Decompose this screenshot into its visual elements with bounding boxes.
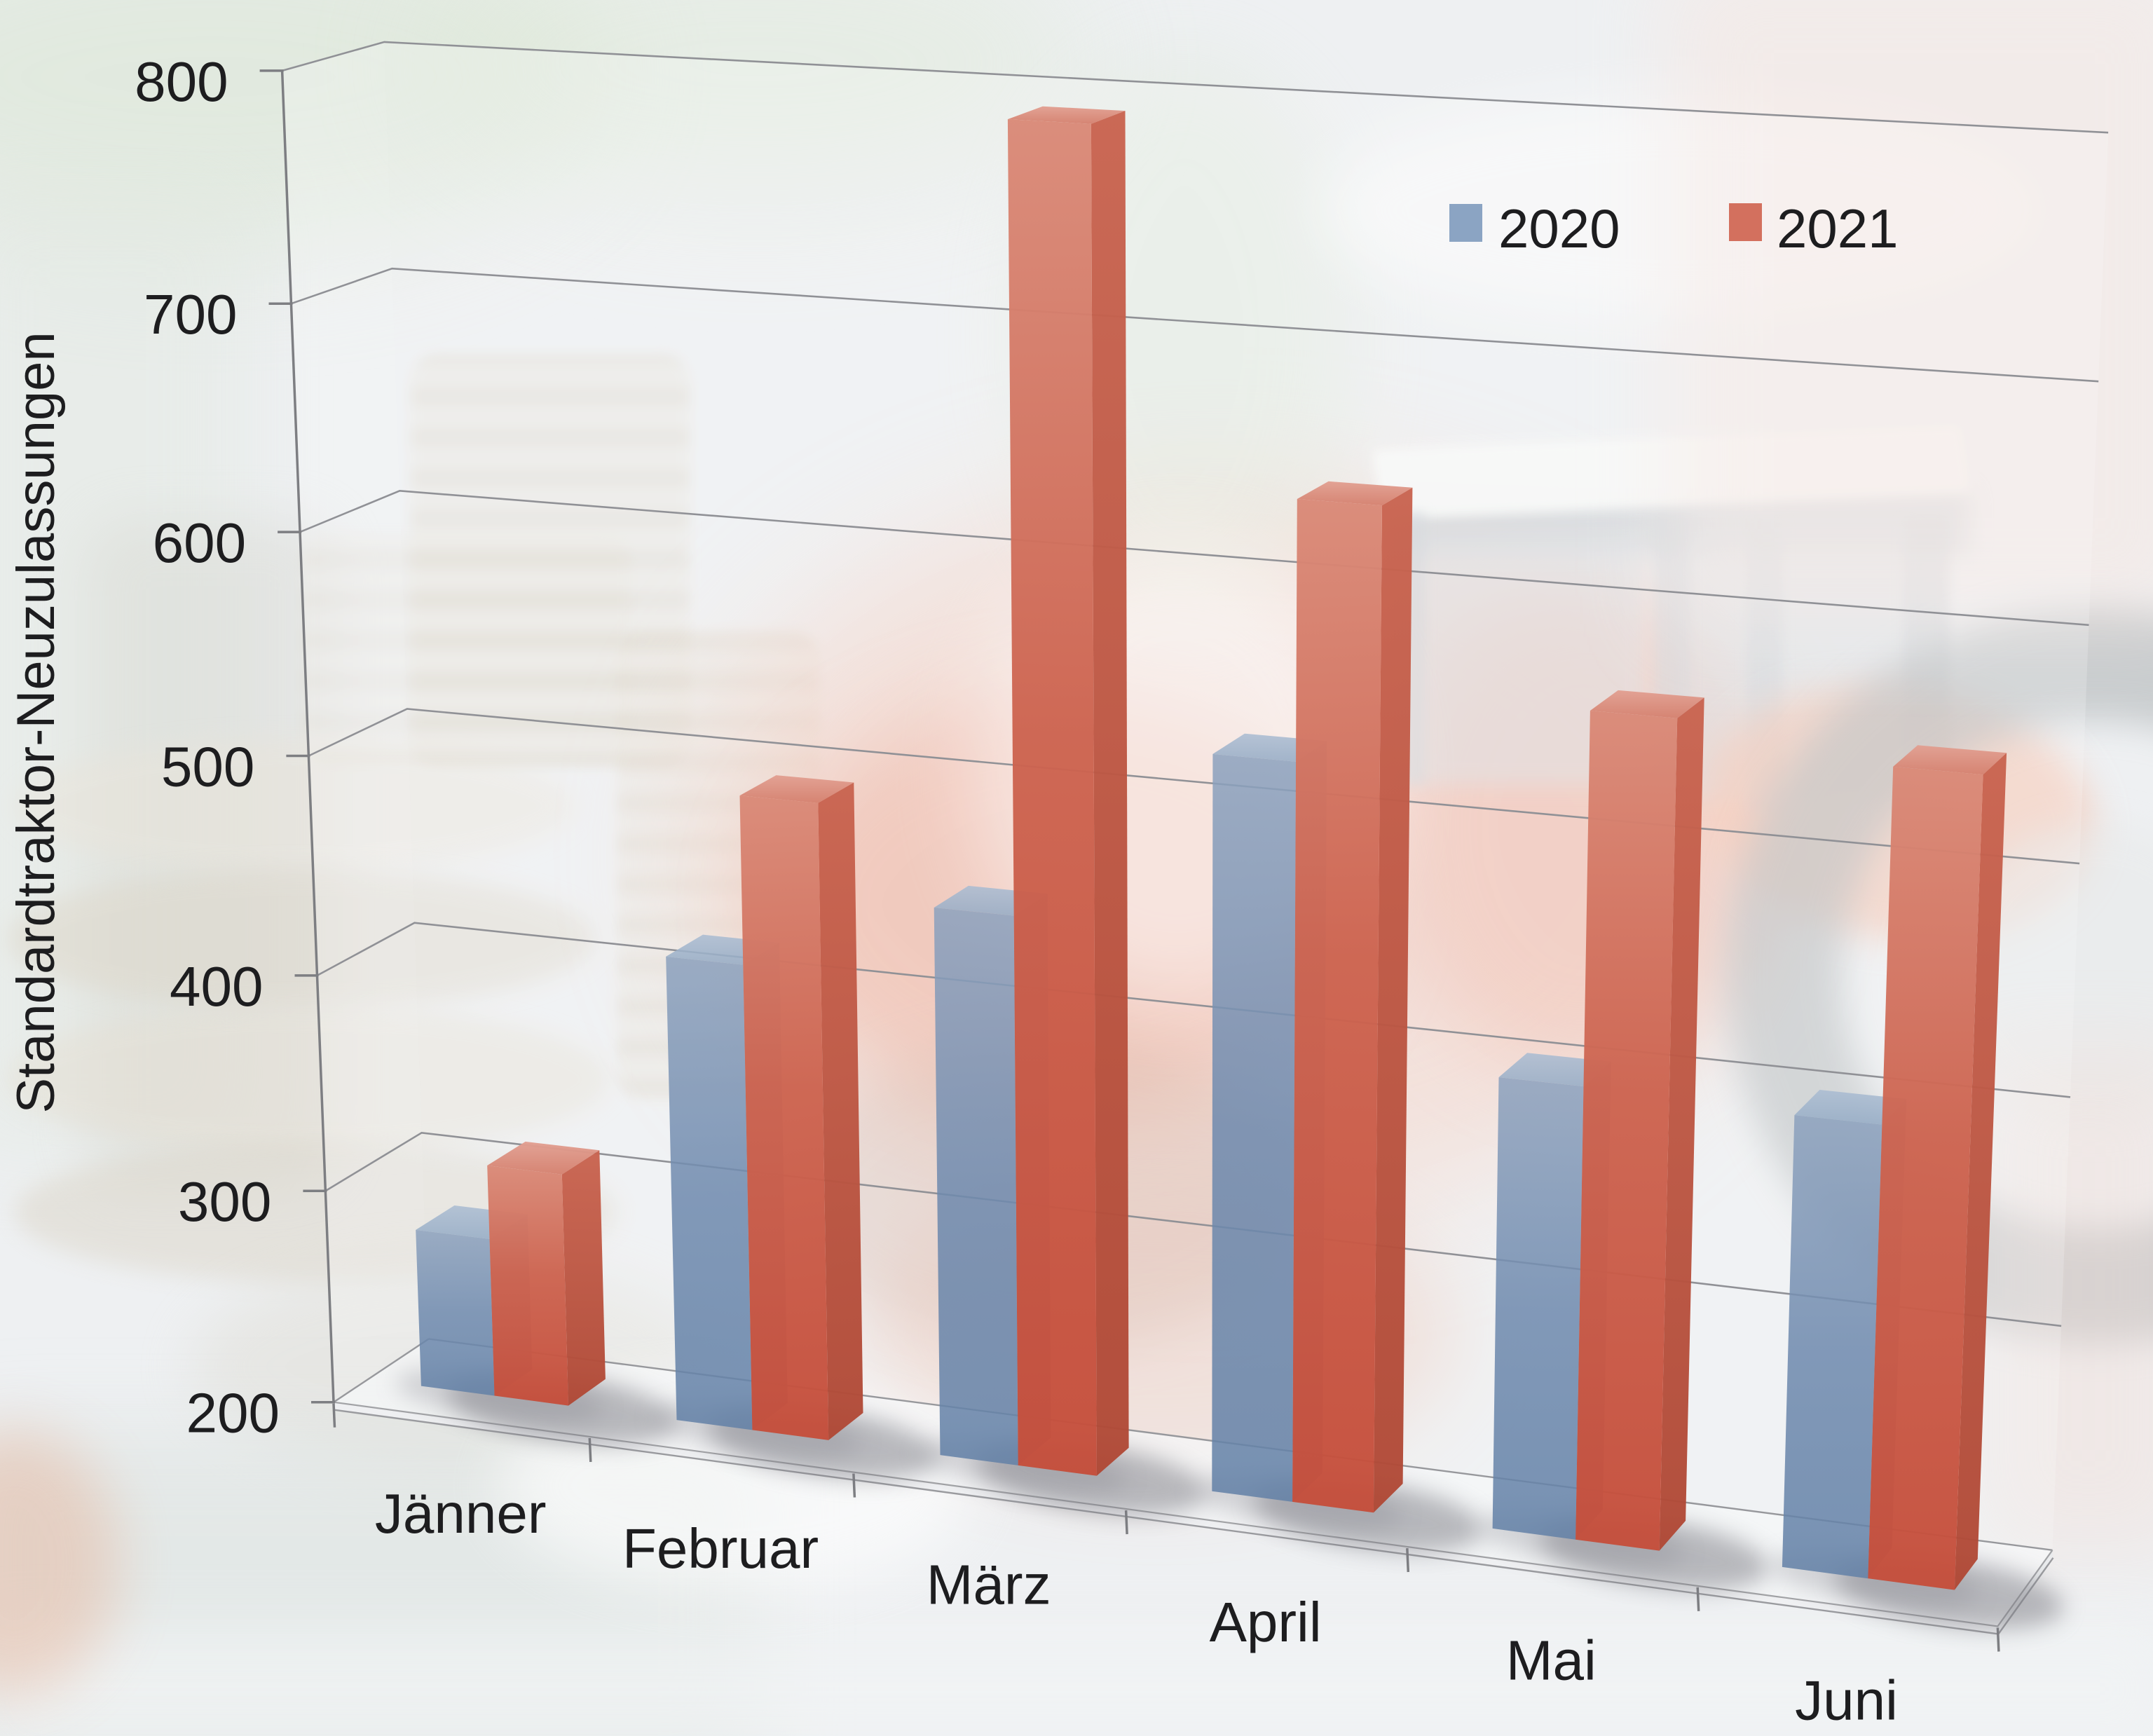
svg-text:2021: 2021 bbox=[1777, 198, 1899, 259]
svg-text:200: 200 bbox=[186, 1382, 280, 1444]
svg-text:2020: 2020 bbox=[1498, 198, 1620, 259]
svg-text:800: 800 bbox=[135, 50, 228, 113]
svg-text:600: 600 bbox=[153, 512, 246, 574]
svg-text:300: 300 bbox=[178, 1170, 271, 1233]
svg-text:400: 400 bbox=[170, 955, 263, 1018]
svg-text:Standardtraktor-Neuzulassungen: Standardtraktor-Neuzulassungen bbox=[6, 332, 66, 1113]
svg-text:März: März bbox=[927, 1554, 1051, 1616]
svg-text:Jänner: Jänner bbox=[375, 1482, 547, 1545]
svg-text:700: 700 bbox=[144, 283, 237, 346]
svg-text:April: April bbox=[1210, 1591, 1322, 1653]
svg-text:Februar: Februar bbox=[622, 1517, 819, 1580]
svg-text:Mai: Mai bbox=[1506, 1629, 1597, 1692]
svg-text:Juni: Juni bbox=[1795, 1669, 1898, 1731]
svg-text:500: 500 bbox=[161, 736, 254, 798]
